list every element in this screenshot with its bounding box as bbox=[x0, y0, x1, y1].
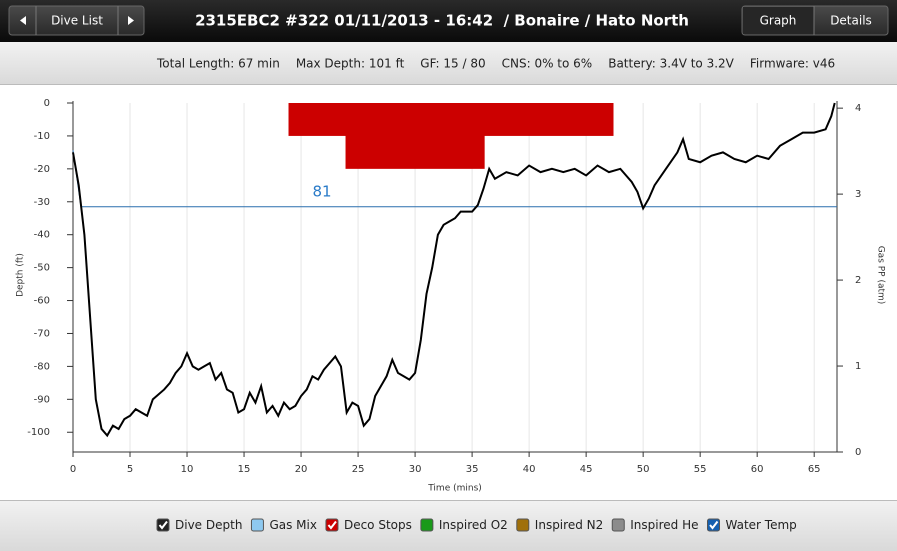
y-axis-label: Depth (ft) bbox=[16, 253, 26, 297]
legend-label: Inspired O2 bbox=[439, 518, 508, 532]
chart: 0 5 10 15 20 25 30 35 40 45 50 55 60 65-100-90-80-70-… bbox=[16, 98, 886, 494]
dive-title: 2315EBC2 #322 01/11/2013 - 16:42 / Bonai… bbox=[195, 12, 689, 30]
check-mark bbox=[158, 520, 168, 530]
legend-checkbox[interactable] bbox=[250, 518, 264, 532]
x-tick-label: 20 bbox=[295, 464, 308, 475]
y2-tick-label: 4 bbox=[855, 103, 861, 114]
stat: GF: 15 / 80 bbox=[420, 57, 485, 71]
y-tick-label: -40 bbox=[34, 230, 50, 241]
x-tick-label: 15 bbox=[238, 464, 251, 475]
y-tick-label: -60 bbox=[34, 296, 50, 307]
y-tick-label: -20 bbox=[34, 164, 50, 175]
y2-axis-label: Gas PP (atm) bbox=[876, 246, 886, 305]
check-mark bbox=[327, 520, 337, 530]
legend-checkbox[interactable] bbox=[611, 518, 625, 532]
legend-checkbox[interactable] bbox=[156, 518, 170, 532]
x-tick-label: 35 bbox=[466, 464, 479, 475]
x-tick-label: 55 bbox=[694, 464, 707, 475]
stat: CNS: 0% to 6% bbox=[502, 57, 593, 71]
legend-label: Inspired He bbox=[630, 518, 698, 532]
y2-tick-label: 1 bbox=[855, 361, 861, 372]
y-tick-label: -90 bbox=[34, 394, 50, 405]
y2-tick-label: 3 bbox=[855, 189, 861, 200]
stat: Total Length: 67 min bbox=[156, 57, 280, 71]
x-tick-label: 0 bbox=[70, 464, 76, 475]
legend-label: Deco Stops bbox=[344, 518, 412, 532]
legend-label: Dive Depth bbox=[175, 518, 242, 532]
tab[interactable]: Details bbox=[830, 14, 872, 28]
y2-tick-label: 0 bbox=[855, 447, 861, 458]
legend-checkbox[interactable] bbox=[325, 518, 339, 532]
x-tick-label: 40 bbox=[523, 464, 536, 475]
legend-bar bbox=[0, 500, 897, 551]
y-tick-label: -50 bbox=[34, 263, 50, 274]
y2-tick-label: 2 bbox=[855, 275, 861, 286]
y-tick-label: -80 bbox=[34, 361, 50, 372]
stat: Battery: 3.4V to 3.2V bbox=[608, 57, 734, 71]
depth-line bbox=[72, 102, 836, 438]
x-tick-label: 30 bbox=[409, 464, 422, 475]
stats-bar bbox=[0, 42, 897, 85]
legend-label: Inspired N2 bbox=[535, 518, 603, 532]
y-tick-label: -100 bbox=[27, 427, 50, 438]
nav-group bbox=[8, 5, 145, 36]
stat: Firmware: v46 bbox=[750, 57, 835, 71]
legend-checkbox[interactable] bbox=[420, 518, 434, 532]
x-tick-label: 10 bbox=[181, 464, 194, 475]
tab[interactable]: Graph bbox=[760, 14, 797, 28]
prev-button[interactable] bbox=[20, 16, 26, 25]
x-tick-label: 65 bbox=[808, 464, 821, 475]
dive-list-button[interactable]: Dive List bbox=[51, 14, 103, 28]
legend-checkbox[interactable] bbox=[516, 518, 530, 532]
x-axis-label: Time (mins) bbox=[427, 484, 482, 494]
tab-active bbox=[743, 7, 814, 34]
check-mark bbox=[709, 520, 719, 530]
water-temp-label: 81 bbox=[312, 182, 331, 200]
legend-label: Water Temp bbox=[726, 518, 797, 532]
next-button[interactable] bbox=[128, 16, 134, 25]
x-tick-label: 50 bbox=[637, 464, 650, 475]
legend-checkbox[interactable] bbox=[707, 518, 720, 532]
stat: Max Depth: 101 ft bbox=[296, 57, 405, 71]
y-tick-label: 0 bbox=[44, 98, 50, 109]
y-tick-label: -30 bbox=[34, 197, 50, 208]
x-tick-label: 25 bbox=[352, 464, 365, 475]
y-tick-label: -10 bbox=[34, 131, 50, 142]
y-tick-label: -70 bbox=[34, 328, 50, 339]
deco-stop bbox=[345, 103, 485, 169]
x-tick-label: 5 bbox=[127, 464, 133, 475]
legend-label: Gas Mix bbox=[269, 518, 317, 532]
x-tick-label: 60 bbox=[751, 464, 764, 475]
x-tick-label: 45 bbox=[580, 464, 593, 475]
